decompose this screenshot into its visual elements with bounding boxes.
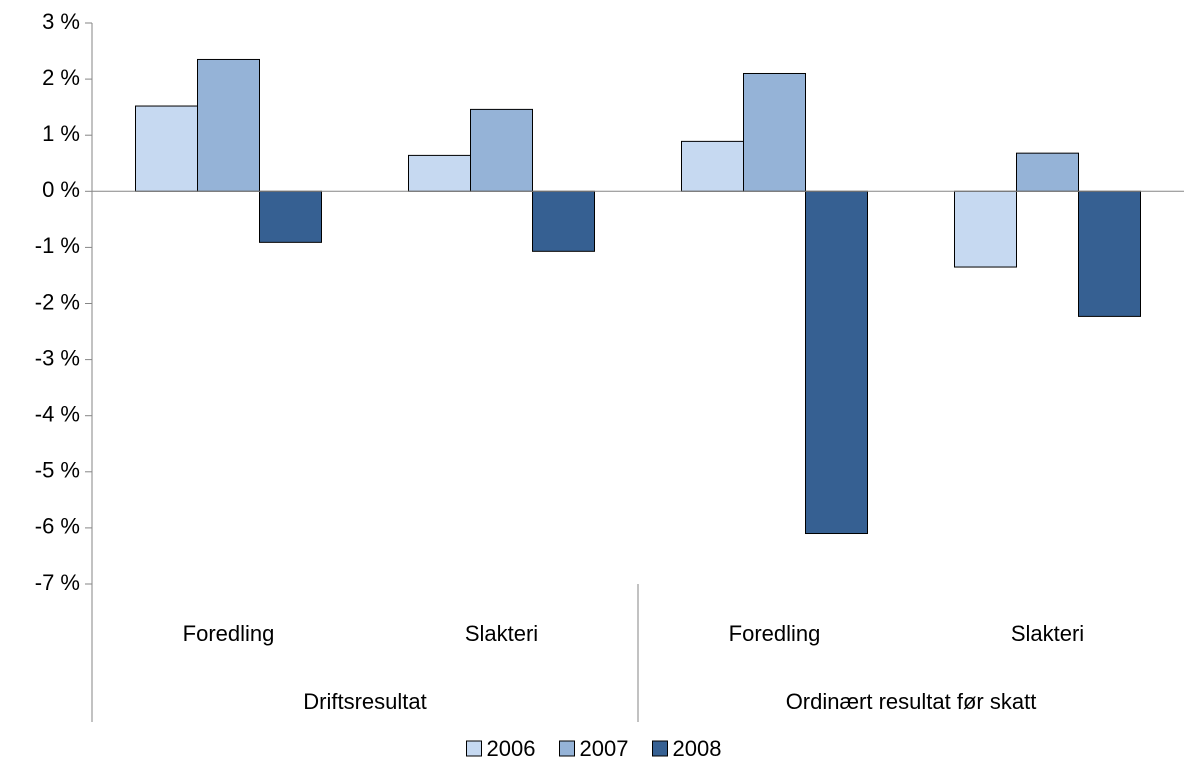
y-tick-label: 1 % — [42, 121, 80, 146]
legend-label: 2008 — [673, 736, 722, 761]
y-tick-label: -6 % — [35, 514, 80, 539]
bar — [805, 190, 868, 535]
bar — [408, 154, 471, 192]
y-tick-label: -7 % — [35, 570, 80, 595]
y-tick-label: -5 % — [35, 458, 80, 483]
bar — [197, 58, 260, 192]
bar — [135, 105, 198, 192]
y-tick-label: 3 % — [42, 9, 80, 34]
legend-swatch — [652, 740, 668, 757]
x-tick-label: Slakteri — [1011, 621, 1084, 646]
bar — [259, 190, 322, 243]
bar — [681, 140, 744, 192]
legend-label: 2007 — [580, 736, 629, 761]
group-label: Ordinært resultat før skatt — [786, 689, 1037, 714]
group-label: Driftsresultat — [303, 689, 426, 714]
bar — [954, 190, 1017, 268]
y-tick-label: 0 % — [42, 177, 80, 202]
x-tick-label: Foredling — [729, 621, 821, 646]
legend-swatch — [466, 740, 482, 757]
x-tick-label: Slakteri — [465, 621, 538, 646]
legend-swatch — [559, 740, 575, 757]
x-tick-label: Foredling — [183, 621, 275, 646]
bar — [743, 72, 806, 192]
y-tick-label: -4 % — [35, 402, 80, 427]
bar — [1078, 190, 1141, 317]
y-tick-label: 2 % — [42, 65, 80, 90]
bar — [532, 190, 595, 252]
bar — [1016, 152, 1079, 192]
y-tick-label: -1 % — [35, 233, 80, 258]
y-tick-label: -3 % — [35, 345, 80, 370]
bar — [470, 108, 533, 192]
legend-label: 2006 — [487, 736, 536, 761]
y-tick-label: -2 % — [35, 289, 80, 314]
